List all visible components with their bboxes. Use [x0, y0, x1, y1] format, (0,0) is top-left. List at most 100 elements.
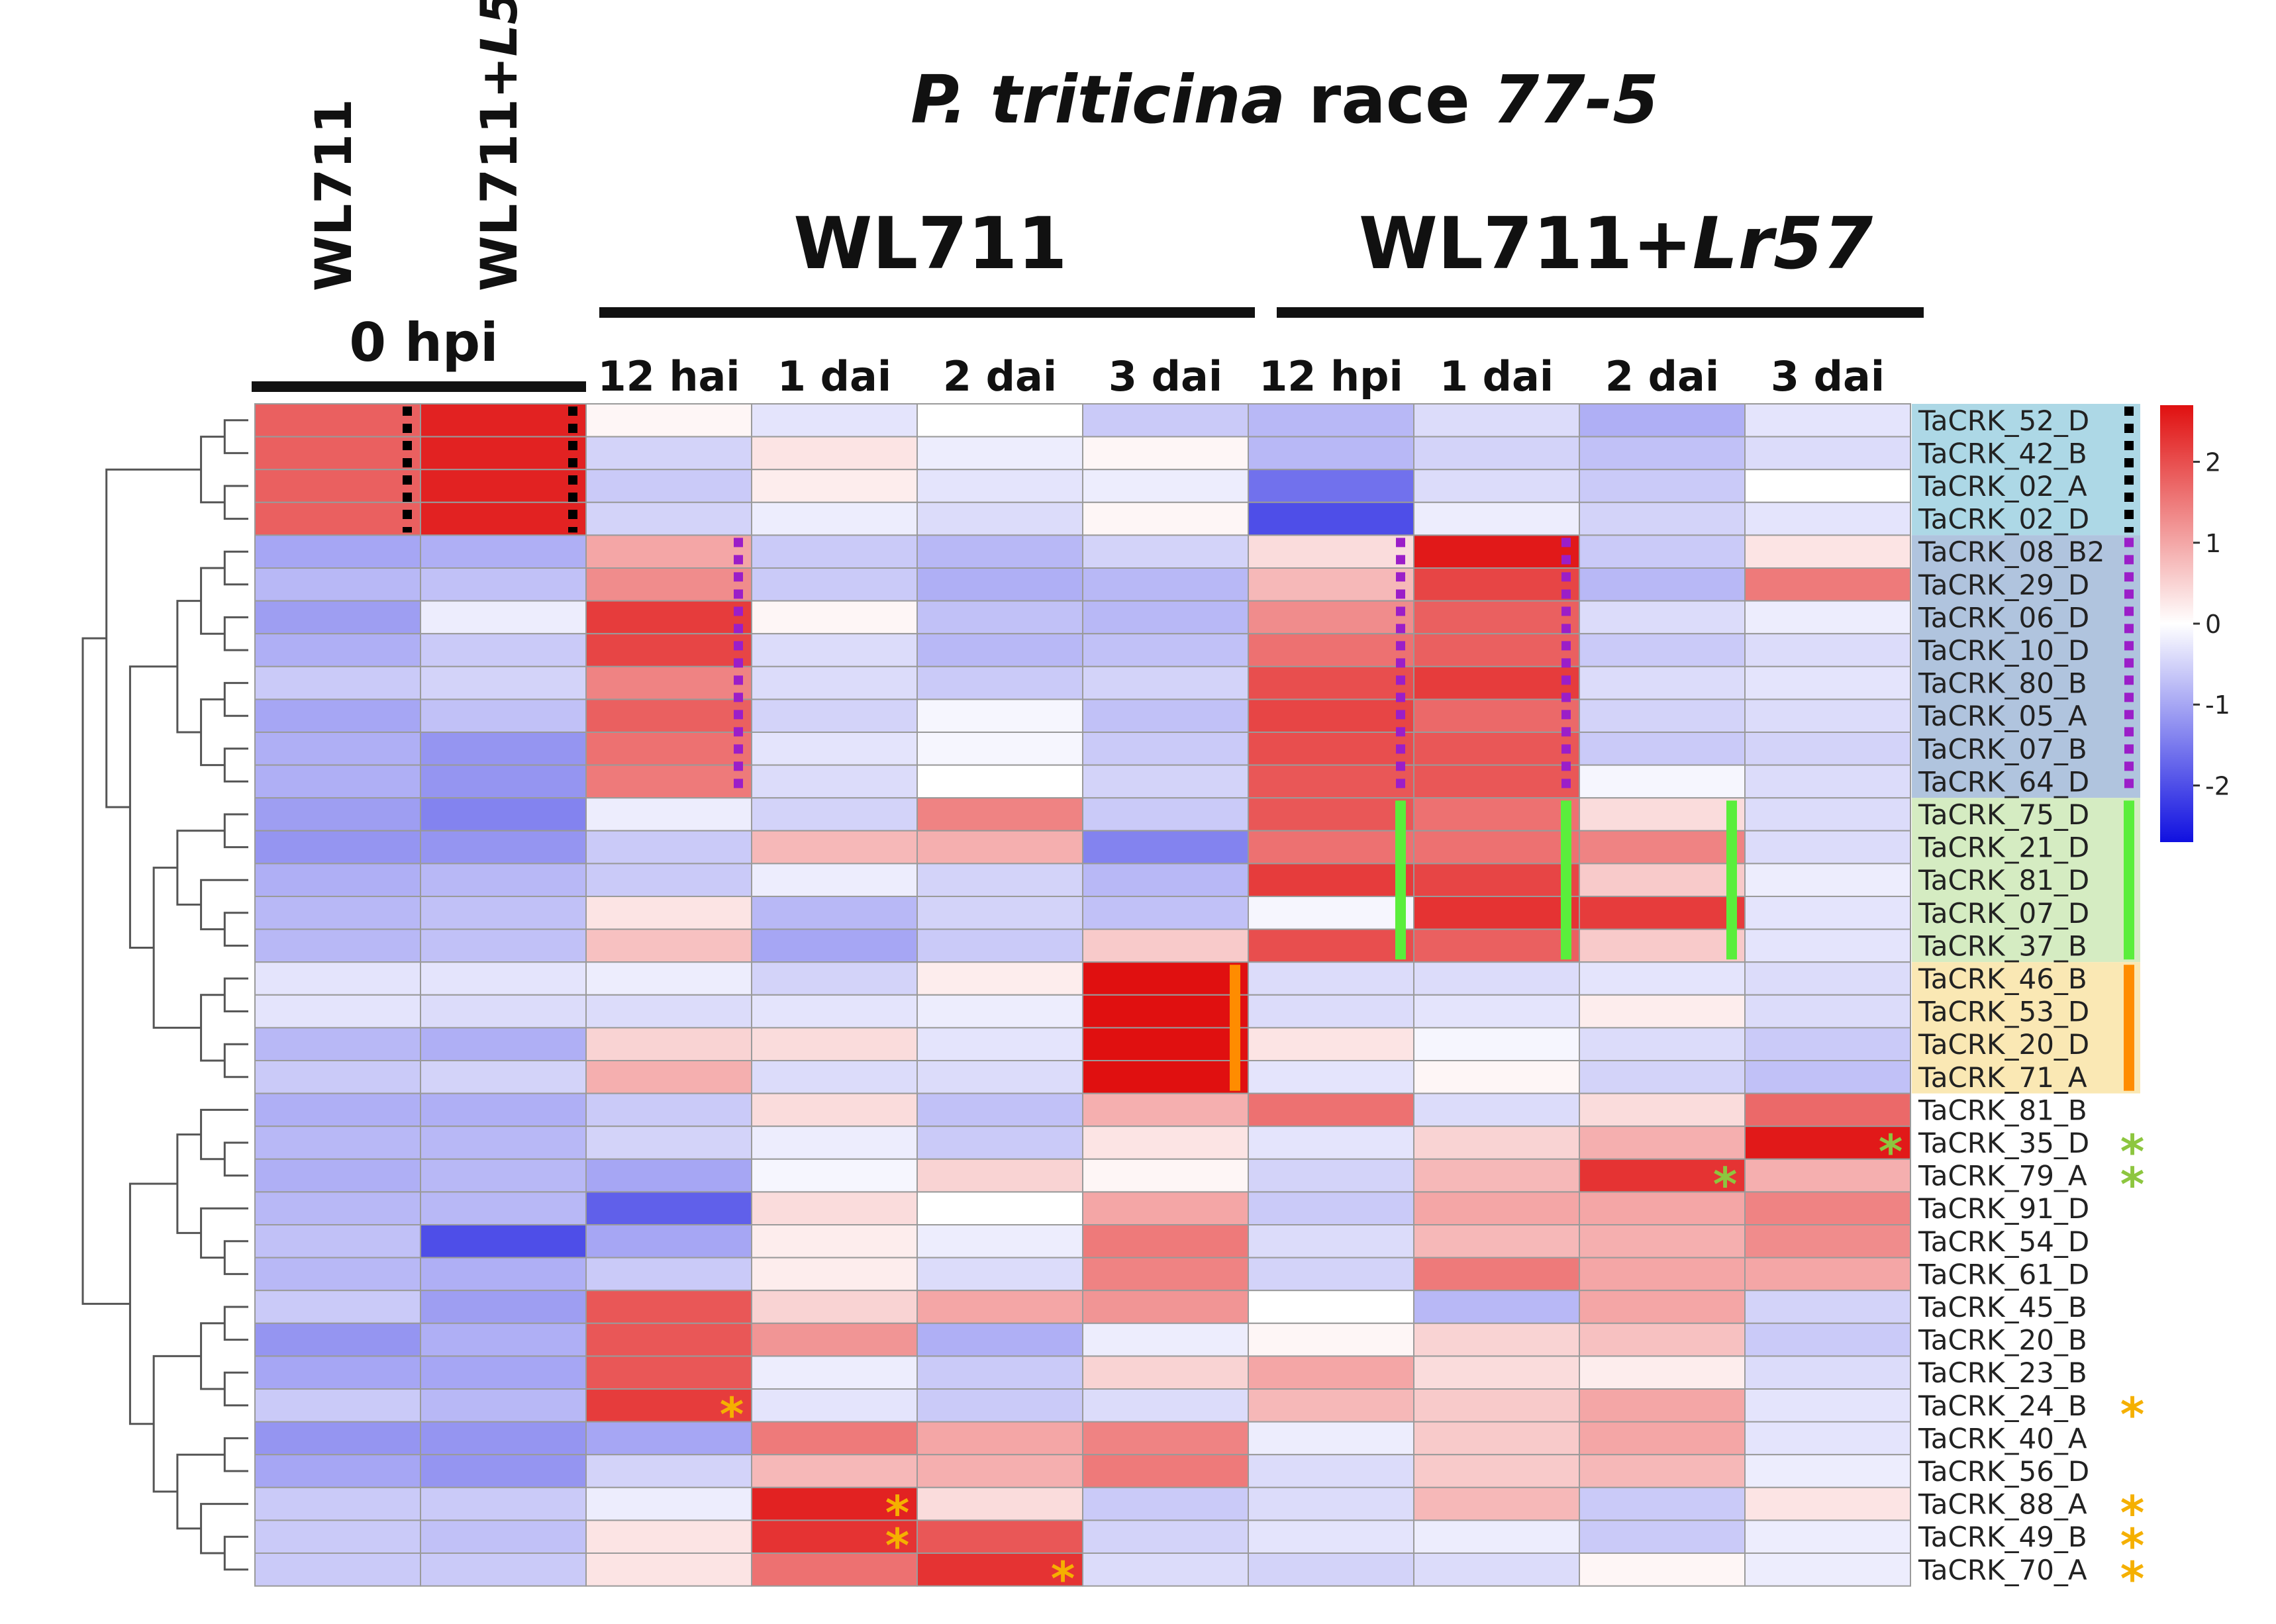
heatmap-cell — [1744, 665, 1911, 700]
heatmap-cell — [916, 1322, 1083, 1357]
heatmap-cell — [751, 1224, 918, 1259]
color-legend: 2 1 0 -1 -2 — [2160, 405, 2230, 842]
heatmap-cell — [585, 896, 752, 930]
dendrogram-branch — [128, 1182, 177, 1425]
row-label: TaCRK_20_D — [1918, 1028, 2089, 1061]
heatmap-cell — [1579, 1158, 1746, 1193]
heatmap-cell — [1248, 1454, 1414, 1488]
heatmap-cell — [254, 1552, 421, 1587]
heatmap-cell — [254, 501, 421, 536]
heatmap-cell — [1413, 1322, 1580, 1357]
heatmap-cell — [420, 1552, 587, 1587]
heatmap-cell — [420, 1027, 587, 1062]
heatmap-cell — [916, 665, 1083, 700]
heatmap-cell — [1413, 1486, 1580, 1521]
heatmap-cell — [1579, 633, 1746, 667]
column-label-0hpi-wl711: WL711 — [304, 99, 363, 291]
heatmap-cell — [1082, 1191, 1249, 1226]
heatmap-cell — [1579, 600, 1746, 635]
heatmap-cell — [916, 1388, 1083, 1423]
heatmap-cell — [1082, 797, 1249, 832]
heatmap-cell — [1744, 928, 1911, 963]
dendrogram-branch — [223, 419, 248, 454]
dendrogram-branch — [223, 977, 248, 1013]
row-label: TaCRK_23_B — [1918, 1357, 2087, 1389]
heatmap-cell — [916, 534, 1083, 569]
heatmap-cell — [1082, 633, 1249, 667]
heatmap-cell — [254, 1027, 421, 1062]
heatmap-cell — [1413, 534, 1580, 569]
heatmap-cell — [1082, 1027, 1249, 1062]
heatmap-cell — [585, 469, 752, 503]
heatmap-cell — [1413, 1552, 1580, 1587]
heatmap-cell — [751, 1322, 918, 1357]
heatmap-cell — [916, 469, 1083, 503]
heatmap-cell — [1248, 732, 1414, 766]
heatmap-cell — [1248, 1388, 1414, 1423]
heatmap-cell — [1579, 1322, 1746, 1357]
heatmap-cell — [1579, 797, 1746, 832]
heatmap-cell — [585, 1355, 752, 1390]
heatmap-cell — [1248, 994, 1414, 1029]
row-label: TaCRK_61_D — [1918, 1258, 2089, 1290]
heatmap-cell — [1744, 1322, 1911, 1357]
heatmap-cell — [420, 1421, 587, 1456]
heatmap-cell — [1082, 994, 1249, 1029]
heatmap-cell — [1082, 1355, 1249, 1390]
heatmap-cell — [916, 567, 1083, 602]
row-label: TaCRK_56_D — [1918, 1455, 2089, 1488]
heatmap-cell — [916, 1158, 1083, 1193]
heatmap-cell — [585, 600, 752, 635]
heatmap-cell — [1413, 764, 1580, 799]
dendrogram-branch — [223, 1371, 248, 1407]
heatmap-cell — [751, 1125, 918, 1160]
heatmap-cell — [1248, 928, 1414, 963]
row-label: TaCRK_02_A — [1918, 470, 2087, 502]
heatmap-cell — [1744, 732, 1911, 766]
heatmap-cell — [1248, 1060, 1414, 1094]
colorbar-tick-label: 0 — [2205, 610, 2221, 639]
heatmap-cell — [254, 896, 421, 930]
heatmap-cell — [420, 698, 587, 734]
heatmap-cell — [751, 1257, 918, 1292]
dendrogram-branch — [176, 1133, 201, 1234]
heatmap-cell — [1082, 1388, 1249, 1423]
heatmap-cell — [1082, 863, 1249, 898]
heatmap-cell — [916, 928, 1083, 963]
heatmap-cell — [1579, 436, 1746, 471]
heatmap-cell — [1413, 633, 1580, 667]
heatmap-cell — [1744, 633, 1911, 667]
heatmap-cell — [1744, 1257, 1911, 1292]
heatmap-cell — [254, 436, 421, 471]
row-label: TaCRK_40_A — [1918, 1422, 2087, 1455]
heatmap-cell — [751, 1191, 918, 1226]
heatmap-cell — [1413, 732, 1580, 766]
heatmap-cell — [1579, 501, 1746, 536]
heatmap-cell — [420, 1158, 587, 1193]
heatmap-cell — [916, 1421, 1083, 1456]
heatmap-cell — [1248, 1519, 1414, 1554]
significance-stars: ************ — [720, 1125, 2145, 1606]
row-label: TaCRK_42_B — [1918, 437, 2087, 469]
heatmap-cell — [1579, 896, 1746, 930]
heatmap-cell — [585, 764, 752, 799]
heatmap-cell — [585, 1060, 752, 1094]
heatmap-cell — [916, 896, 1083, 930]
heatmap-cell — [1082, 1158, 1249, 1193]
dendrogram-branch — [176, 600, 201, 734]
heatmap-cell — [1579, 928, 1746, 963]
column-label: 3 dai — [1771, 352, 1885, 401]
significance-star: * — [2120, 1552, 2145, 1606]
heatmap-cell — [1248, 1322, 1414, 1357]
column-label: 12 hpi — [1259, 352, 1403, 401]
heatmap-cell — [1413, 1224, 1580, 1259]
heatmap-cell — [751, 732, 918, 766]
heatmap-cell — [585, 665, 752, 700]
heatmap-cell — [1579, 1224, 1746, 1259]
column-label-0hpi-wl711-l57: WL711+L57 — [470, 0, 528, 291]
heatmap-cell — [1413, 469, 1580, 503]
heatmap-cell — [1413, 1191, 1580, 1226]
heatmap-cell — [1082, 830, 1249, 865]
heatmap-cell — [1248, 1421, 1414, 1456]
